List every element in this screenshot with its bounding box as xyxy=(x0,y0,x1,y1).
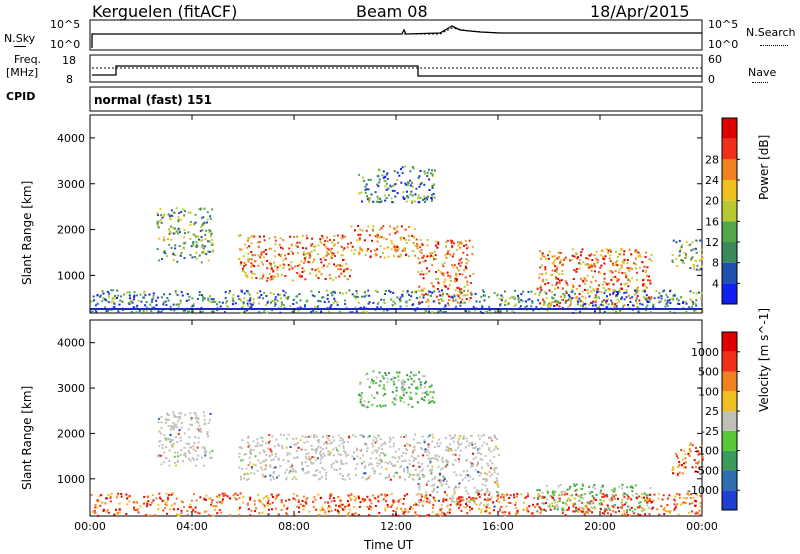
nsearch-label: N.Search xyxy=(746,26,796,39)
station-title: Kerguelen (fitACF) xyxy=(92,2,238,21)
colorbar-swatch xyxy=(722,138,737,160)
colorbar-swatch xyxy=(722,450,737,471)
colorbar-swatch xyxy=(722,371,737,392)
echo-region xyxy=(238,234,352,282)
y-tick-label: 1000 xyxy=(57,473,85,486)
nsearch-tick-top: 10^5 xyxy=(708,18,739,31)
colorbar-tick-label: 28 xyxy=(705,153,719,166)
colorbar-swatch xyxy=(722,391,737,412)
echo-region xyxy=(156,411,214,467)
colorbar-tick-label: -25 xyxy=(701,425,719,438)
colorbar-swatch xyxy=(722,262,737,284)
nsky-label: N.Sky xyxy=(4,32,36,45)
colorbar-swatch xyxy=(722,118,737,139)
echo-region xyxy=(358,370,436,409)
cpid-text: normal (fast) 151 xyxy=(94,93,212,107)
echo-region xyxy=(358,165,436,204)
echo-region xyxy=(671,239,704,272)
colorbar-swatch xyxy=(722,430,737,451)
colorbar-frame xyxy=(721,117,738,305)
colorbar-swatch xyxy=(722,242,737,263)
freq-tick-top: 18 xyxy=(62,54,76,67)
panel-frame xyxy=(89,114,703,314)
power-panel: 1000 2000 3000 4000 4 8 12 16 20 24 28 xyxy=(57,114,740,314)
freq-label-1: Freq. xyxy=(14,53,42,66)
cpid-label: CPID xyxy=(6,90,36,103)
y-tick-label: 3000 xyxy=(57,382,85,395)
nsky-legend-line xyxy=(14,46,26,47)
date-title: 18/Apr/2015 xyxy=(590,2,690,21)
colorbar-tick-label: 4 xyxy=(712,277,719,290)
echo-region xyxy=(238,433,419,481)
velocity-colorbar-label: Velocity [m s^-1] xyxy=(757,307,771,412)
colorbar-tick-label: -100 xyxy=(694,445,719,458)
nsearch-legend-line xyxy=(760,45,788,46)
nsearch-tick-bottom: 10^0 xyxy=(708,38,739,51)
nave-legend-line xyxy=(752,82,768,83)
colorbar-tick-label: 500 xyxy=(698,366,719,379)
y-tick-label: 2000 xyxy=(57,427,85,440)
x-tick-label: 00:00 xyxy=(686,520,718,533)
beam-title: Beam 08 xyxy=(356,2,428,21)
colorbar-tick-label: 1000 xyxy=(691,346,719,359)
x-tick-label: 04:00 xyxy=(176,520,208,533)
y-tick-label: 1000 xyxy=(57,269,85,282)
colorbar-swatch xyxy=(722,283,737,304)
x-tick-label: 08:00 xyxy=(278,520,310,533)
velocity-panel: 1000 2000 3000 4000 00:00 04:00 08:00 12:00 16:0… xyxy=(57,319,740,533)
nave-tick-top: 60 xyxy=(708,53,722,66)
x-tick-label: 20:00 xyxy=(584,520,616,533)
freq-label-2: [MHz] xyxy=(6,66,39,79)
colorbar-swatch xyxy=(722,221,737,242)
nave-tick-bottom: 0 xyxy=(708,73,715,86)
freq-tick-bottom: 8 xyxy=(66,73,73,86)
y-tick-label: 3000 xyxy=(57,178,85,191)
colorbar-tick-label: -1000 xyxy=(687,484,719,497)
colorbar-tick-label: 20 xyxy=(705,195,719,208)
panel-frame xyxy=(89,319,703,517)
colorbar-swatch xyxy=(722,332,737,352)
colorbar-swatch xyxy=(722,180,737,201)
colorbar-frame xyxy=(721,331,738,511)
y-tick-label: 4000 xyxy=(57,337,85,350)
echo-region xyxy=(416,238,475,305)
cpid-panel-frame xyxy=(89,86,703,112)
colorbar-swatch xyxy=(722,470,737,491)
colorbar-swatch xyxy=(722,490,737,510)
colorbar-tick-label: 100 xyxy=(698,385,719,398)
nsky-panel-frame xyxy=(89,19,703,51)
nsearch-trace xyxy=(404,27,702,35)
colorbar-tick-label: 12 xyxy=(705,236,719,249)
colorbar-swatch xyxy=(722,200,737,222)
nsky-trace xyxy=(91,25,702,48)
colorbar-tick-label: 16 xyxy=(705,215,719,228)
power-ylabel: Slant Range [km] xyxy=(20,180,34,285)
x-tick-label: 16:00 xyxy=(482,520,514,533)
y-tick-label: 4000 xyxy=(57,132,85,145)
colorbar-tick-label: 8 xyxy=(712,257,719,270)
colorbar-swatch xyxy=(722,159,737,180)
nsky-tick-top: 10^5 xyxy=(50,18,81,31)
freq-trace xyxy=(92,65,702,77)
echo-region xyxy=(350,225,419,259)
x-tick-label: 00:00 xyxy=(74,520,106,533)
colorbar-swatch xyxy=(722,351,737,372)
colorbar-swatch xyxy=(722,411,737,431)
nsky-tick-bottom: 10^0 xyxy=(50,38,81,51)
colorbar-tick-label: -500 xyxy=(694,464,719,477)
echo-region xyxy=(671,442,704,477)
xlabel: Time UT xyxy=(364,538,414,552)
echo-region xyxy=(90,492,704,517)
nave-label: Nave xyxy=(748,66,777,79)
y-tick-label: 2000 xyxy=(57,224,85,237)
velocity-ylabel: Slant Range [km] xyxy=(20,385,34,490)
colorbar-tick-label: 25 xyxy=(705,405,719,418)
echo-region xyxy=(156,207,215,264)
x-tick-label: 12:00 xyxy=(380,520,412,533)
colorbar-tick-label: 24 xyxy=(705,174,719,187)
power-colorbar-label: Power [dB] xyxy=(757,134,771,200)
